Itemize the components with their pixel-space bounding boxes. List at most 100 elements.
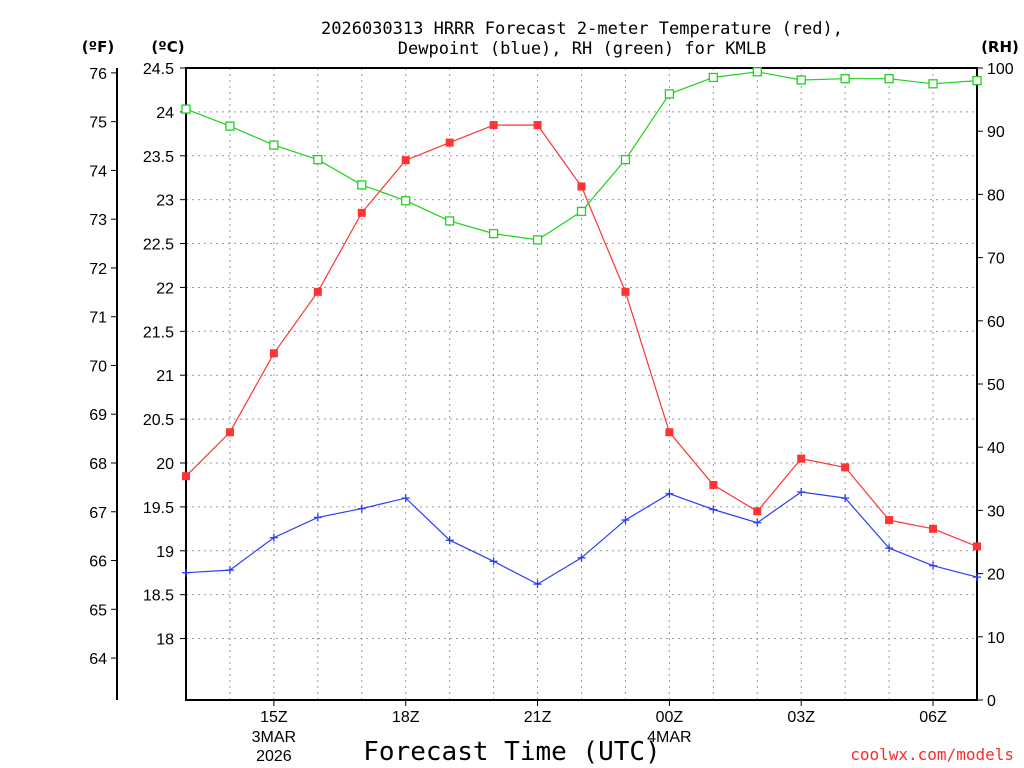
fahrenheit-tick-label: 64 bbox=[89, 651, 107, 668]
temperature-point bbox=[313, 287, 322, 296]
temperature-point bbox=[533, 121, 542, 130]
temperature-point bbox=[973, 542, 981, 551]
rh-unit-label: (RH) bbox=[981, 38, 1019, 56]
temperature-point bbox=[929, 524, 938, 533]
celsius-tick-label: 23.5 bbox=[143, 149, 174, 166]
rh-tick-label: 100 bbox=[987, 61, 1014, 78]
dewpoint-point bbox=[445, 536, 454, 545]
fahrenheit-tick-label: 74 bbox=[89, 163, 107, 180]
rh-tick-label: 70 bbox=[987, 251, 1005, 268]
temperature-point bbox=[753, 507, 762, 516]
x-axis-label: Forecast Time (UTC) bbox=[363, 737, 660, 767]
x-tick-label: 18Z bbox=[392, 709, 420, 726]
dewpoint-point bbox=[357, 504, 366, 513]
celsius-tick-label: 18 bbox=[156, 632, 174, 649]
rh-point bbox=[357, 180, 367, 190]
rh-point bbox=[181, 104, 191, 114]
chart-title-line-1: 2026030313 HRRR Forecast 2-meter Tempera… bbox=[321, 19, 843, 39]
temperature-point bbox=[665, 428, 674, 437]
dewpoint-point bbox=[709, 505, 718, 514]
rh-point bbox=[532, 235, 543, 245]
grid bbox=[186, 67, 977, 700]
celsius-tick-label: 22.5 bbox=[143, 237, 174, 254]
rh-point bbox=[796, 75, 806, 85]
dewpoint-point bbox=[577, 553, 586, 562]
rh-tick-label: 10 bbox=[987, 630, 1005, 647]
celsius-unit-label: (ºC) bbox=[151, 38, 184, 56]
fahrenheit-tick-label: 76 bbox=[89, 66, 107, 83]
rh-point bbox=[752, 67, 762, 77]
dewpoint-point bbox=[182, 568, 190, 577]
x-tick-date-label: 3MAR bbox=[252, 729, 296, 746]
x-tick-label: 21Z bbox=[524, 709, 552, 726]
fahrenheit-unit-label: (ºF) bbox=[82, 38, 114, 56]
rh-tick-label: 80 bbox=[987, 187, 1005, 204]
dewpoint-point bbox=[885, 544, 894, 553]
fahrenheit-tick-label: 65 bbox=[89, 602, 107, 619]
dewpoint-point bbox=[533, 580, 542, 589]
rh-tick-label: 30 bbox=[987, 503, 1005, 520]
x-tick-date-label: 4MAR bbox=[647, 729, 691, 746]
celsius-tick-label: 21 bbox=[156, 368, 174, 385]
fahrenheit-tick-label: 71 bbox=[89, 310, 107, 327]
rh-tick-label: 90 bbox=[987, 124, 1005, 141]
rh-tick-label: 50 bbox=[987, 377, 1005, 394]
series bbox=[181, 67, 982, 589]
dewpoint-point bbox=[225, 566, 234, 575]
x-tick-label: 06Z bbox=[919, 709, 947, 726]
rh-point bbox=[401, 196, 411, 206]
fahrenheit-tick-label: 75 bbox=[89, 115, 107, 132]
dewpoint-point bbox=[841, 494, 850, 503]
celsius-tick-label: 23 bbox=[156, 193, 174, 210]
fahrenheit-tick-label: 68 bbox=[89, 456, 107, 473]
fahrenheit-tick-label: 72 bbox=[89, 261, 107, 278]
celsius-tick-label: 24 bbox=[156, 105, 174, 122]
rh-point bbox=[928, 79, 938, 89]
temperature-point bbox=[841, 463, 850, 472]
fahrenheit-tick-label: 69 bbox=[89, 407, 107, 424]
temperature-point bbox=[621, 287, 630, 296]
celsius-tick-label: 18.5 bbox=[143, 588, 174, 605]
x-tick-label: 03Z bbox=[787, 709, 815, 726]
temperature-point bbox=[797, 454, 806, 463]
plot-frame bbox=[185, 67, 978, 701]
dewpoint-point bbox=[753, 518, 762, 527]
chart-title-line-2: Dewpoint (blue), RH (green) for KMLB bbox=[398, 39, 766, 59]
axes: 64 65 66 67 68 69 70 71 72 73 74 75 76 18 18.5 19 19.5 20… bbox=[89, 61, 1014, 765]
celsius-tick-label: 24.5 bbox=[143, 61, 174, 78]
celsius-tick-label: 19.5 bbox=[143, 500, 174, 517]
dewpoint-point bbox=[401, 494, 410, 503]
dewpoint-point bbox=[313, 513, 322, 522]
temperature-point bbox=[885, 516, 894, 525]
rh-point bbox=[708, 72, 718, 83]
fahrenheit-tick-label: 67 bbox=[89, 505, 107, 522]
dewpoint-point bbox=[665, 489, 674, 498]
rh-tick-label: 40 bbox=[987, 440, 1005, 457]
rh-point bbox=[972, 75, 982, 86]
celsius-tick-label: 21.5 bbox=[143, 324, 174, 341]
rh-point bbox=[620, 154, 631, 165]
celsius-tick-label: 19 bbox=[156, 544, 174, 561]
rh-point bbox=[225, 121, 235, 131]
temperature-point bbox=[225, 428, 234, 437]
temperature-point bbox=[269, 349, 278, 358]
dewpoint-point bbox=[797, 487, 806, 496]
rh-tick-label: 20 bbox=[987, 567, 1005, 584]
rh-point bbox=[664, 89, 675, 99]
celsius-tick-label: 22 bbox=[156, 280, 174, 297]
dewpoint-point bbox=[489, 557, 498, 566]
x-tick-year-label: 2026 bbox=[256, 748, 292, 765]
celsius-tick-label: 20.5 bbox=[143, 412, 174, 429]
rh-tick-label: 60 bbox=[987, 314, 1005, 331]
temperature-point bbox=[445, 138, 454, 147]
fahrenheit-tick-label: 73 bbox=[89, 212, 107, 229]
rh-point bbox=[840, 74, 850, 84]
dewpoint-point bbox=[929, 561, 938, 570]
rh-point bbox=[488, 228, 499, 239]
temperature-point bbox=[182, 472, 190, 481]
temperature-point bbox=[401, 156, 410, 165]
dewpoint-point bbox=[973, 573, 981, 582]
temperature-point bbox=[709, 480, 718, 489]
temperature-point bbox=[489, 121, 498, 130]
